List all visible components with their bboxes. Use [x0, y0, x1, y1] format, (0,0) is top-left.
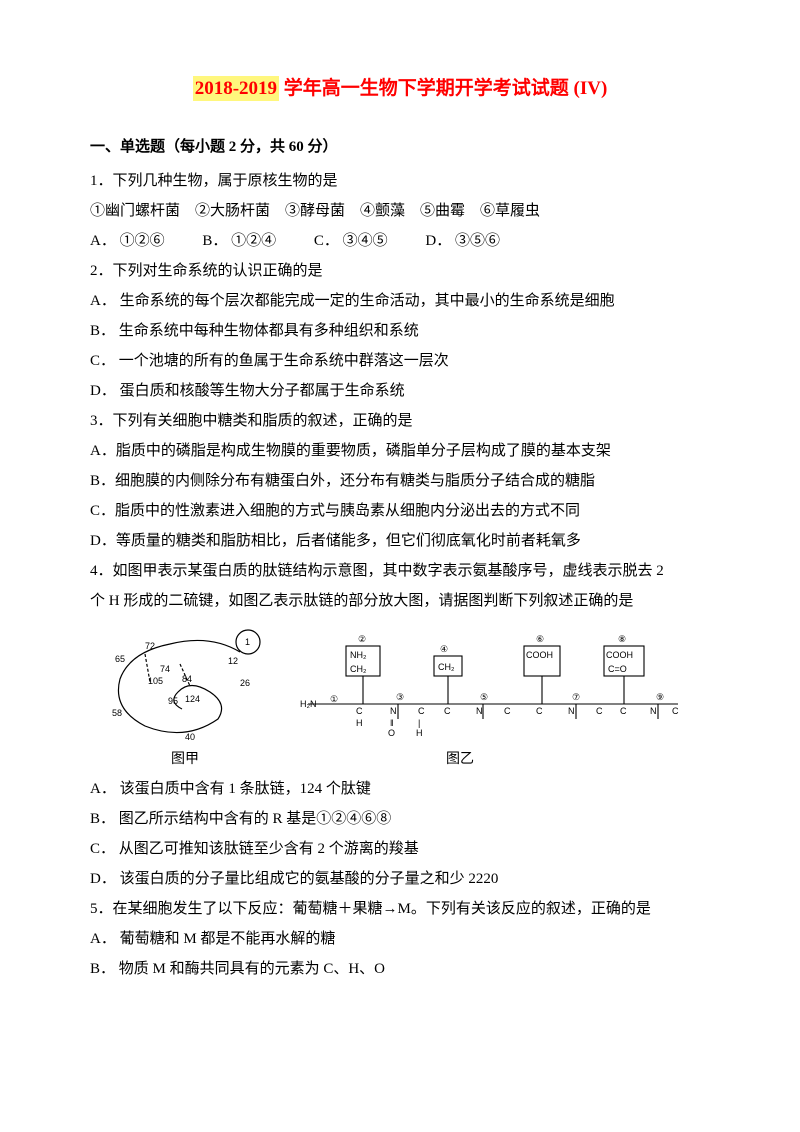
figure-a-label: 图甲: [90, 746, 280, 774]
svg-text:C: C: [504, 706, 511, 716]
svg-text:⑧: ⑧: [618, 634, 626, 644]
figure-b-label: 图乙: [280, 746, 640, 774]
question-3: 3．下列有关细胞中糖类和脂质的叙述，正确的是 A．脂质中的磷脂是构成生物膜的重要…: [90, 406, 710, 556]
svg-text:C: C: [356, 706, 363, 716]
title-highlight: 2018-2019: [193, 76, 279, 101]
svg-text:26: 26: [240, 678, 250, 688]
diagram-row: 1 12 26 40 58 65 72 74 84 95 105 124: [90, 624, 710, 744]
svg-text:124: 124: [185, 694, 200, 704]
svg-text:⑥: ⑥: [536, 634, 544, 644]
svg-text:③: ③: [396, 692, 404, 702]
svg-text:④: ④: [440, 644, 448, 654]
svg-text:H: H: [416, 728, 423, 738]
q4-stem-1: 4．如图甲表示某蛋白质的肽链结构示意图，其中数字表示氨基酸序号，虚线表示脱去 2: [90, 556, 710, 586]
svg-text:CH₂: CH₂: [438, 662, 455, 672]
svg-text:CH₂: CH₂: [350, 664, 367, 674]
q3-stem: 3．下列有关细胞中糖类和脂质的叙述，正确的是: [90, 406, 710, 436]
svg-text:65: 65: [115, 654, 125, 664]
q5-opt-b: B． 物质 M 和酶共同具有的元素为 C、H、O: [90, 954, 710, 984]
q3-opt-b: B．细胞膜的内侧除分布有糖蛋白外，还分布有糖类与脂质分子结合成的糖脂: [90, 466, 710, 496]
question-2: 2．下列对生命系统的认识正确的是 A． 生命系统的每个层次都能完成一定的生命活动…: [90, 256, 710, 406]
svg-text:105: 105: [148, 676, 163, 686]
q1-items: ①幽门螺杆菌 ②大肠杆菌 ③酵母菌 ④颤藻 ⑤曲霉 ⑥草履虫: [90, 196, 710, 226]
svg-text:C=O: C=O: [608, 664, 627, 674]
q3-opt-a: A．脂质中的磷脂是构成生物膜的重要物质，磷脂单分子层构成了膜的基本支架: [90, 436, 710, 466]
q4-opt-d: D． 该蛋白质的分子量比组成它的氨基酸的分子量之和少 2220: [90, 864, 710, 894]
svg-text:95: 95: [168, 696, 178, 706]
svg-text:58: 58: [112, 708, 122, 718]
q1-opt-c: C． ③④⑤: [314, 226, 388, 256]
svg-text:C: C: [620, 706, 627, 716]
q4-opt-a: A． 该蛋白质中含有 1 条肽链，124 个肽键: [90, 774, 710, 804]
question-1: 1．下列几种生物，属于原核生物的是 ①幽门螺杆菌 ②大肠杆菌 ③酵母菌 ④颤藻 …: [90, 166, 710, 256]
svg-text:H: H: [356, 718, 363, 728]
svg-text:COOH: COOH: [526, 650, 553, 660]
q2-stem: 2．下列对生命系统的认识正确的是: [90, 256, 710, 286]
q5-stem: 5．在某细胞发生了以下反应：葡萄糖＋果糖→M。下列有关该反应的叙述，正确的是: [90, 894, 710, 924]
svg-text:12: 12: [228, 656, 238, 666]
svg-text:1: 1: [245, 637, 250, 647]
svg-text:C: C: [536, 706, 543, 716]
svg-text:N: N: [390, 706, 397, 716]
q2-opt-c: C． 一个池塘的所有的鱼属于生命系统中群落这一层次: [90, 346, 710, 376]
q3-opt-d: D．等质量的糖类和脂肪相比，后者储能多，但它们彻底氧化时前者耗氧多: [90, 526, 710, 556]
svg-text:84: 84: [182, 674, 192, 684]
q3-opt-c: C．脂质中的性激素进入细胞的方式与胰岛素从细胞内分泌出去的方式不同: [90, 496, 710, 526]
question-4: 4．如图甲表示某蛋白质的肽链结构示意图，其中数字表示氨基酸序号，虚线表示脱去 2…: [90, 556, 710, 894]
q1-options: A． ①②⑥ B． ①②④ C． ③④⑤ D． ③⑤⑥: [90, 226, 710, 256]
q4-opt-b: B． 图乙所示结构中含有的 R 基是①②④⑥⑧: [90, 804, 710, 834]
title-rest: 学年高一生物下学期开学考试试题 (IV): [279, 76, 607, 101]
svg-text:⑨: ⑨: [656, 692, 664, 702]
svg-text:40: 40: [185, 732, 195, 742]
svg-text:‖: ‖: [390, 718, 394, 728]
q4-stem-2: 个 H 形成的二硫键，如图乙表示肽链的部分放大图，请据图判断下列叙述正确的是: [90, 586, 710, 616]
section-heading: 一、单选题（每小题 2 分，共 60 分）: [90, 132, 710, 162]
q4-opt-c: C． 从图乙可推知该肽链至少含有 2 个游离的羧基: [90, 834, 710, 864]
svg-text:①: ①: [330, 694, 338, 704]
svg-text:N: N: [650, 706, 657, 716]
q5-opt-a: A． 葡萄糖和 M 都是不能再水解的糖: [90, 924, 710, 954]
question-5: 5．在某细胞发生了以下反应：葡萄糖＋果糖→M。下列有关该反应的叙述，正确的是 A…: [90, 894, 710, 984]
svg-text:N: N: [476, 706, 483, 716]
svg-text:⑤: ⑤: [480, 692, 488, 702]
q1-stem: 1．下列几种生物，属于原核生物的是: [90, 166, 710, 196]
q1-opt-a: A． ①②⑥: [90, 226, 165, 256]
q1-opt-b: B． ①②④: [202, 226, 276, 256]
svg-text:COOH: COOH: [606, 650, 633, 660]
svg-text:C: C: [444, 706, 451, 716]
q1-opt-d: D． ③⑤⑥: [425, 226, 500, 256]
diagram-labels: 图甲 图乙: [90, 746, 710, 774]
svg-text:N: N: [568, 706, 575, 716]
figure-b: H₂N ② NH₂ CH₂ ① ③ ④ CH₂ ⑤ ⑥ COOH ⑦ ⑧ COO…: [298, 624, 688, 744]
q2-opt-b: B． 生命系统中每种生物体都具有多种组织和系统: [90, 316, 710, 346]
figure-a: 1 12 26 40 58 65 72 74 84 95 105 124: [90, 624, 280, 744]
svg-text:74: 74: [160, 664, 170, 674]
svg-text:|: |: [418, 718, 420, 728]
svg-text:72: 72: [145, 641, 155, 651]
svg-text:C: C: [672, 706, 679, 716]
svg-text:NH₂: NH₂: [350, 650, 367, 660]
q2-opt-d: D． 蛋白质和核酸等生物大分子都属于生命系统: [90, 376, 710, 406]
svg-text:②: ②: [358, 634, 366, 644]
page-title: 2018-2019 学年高一生物下学期开学考试试题 (IV): [90, 70, 710, 108]
svg-text:⑦: ⑦: [572, 692, 580, 702]
svg-text:O: O: [388, 728, 395, 738]
q2-opt-a: A． 生命系统的每个层次都能完成一定的生命活动，其中最小的生命系统是细胞: [90, 286, 710, 316]
svg-text:C: C: [418, 706, 425, 716]
svg-text:C: C: [596, 706, 603, 716]
svg-text:H₂N: H₂N: [300, 699, 317, 709]
